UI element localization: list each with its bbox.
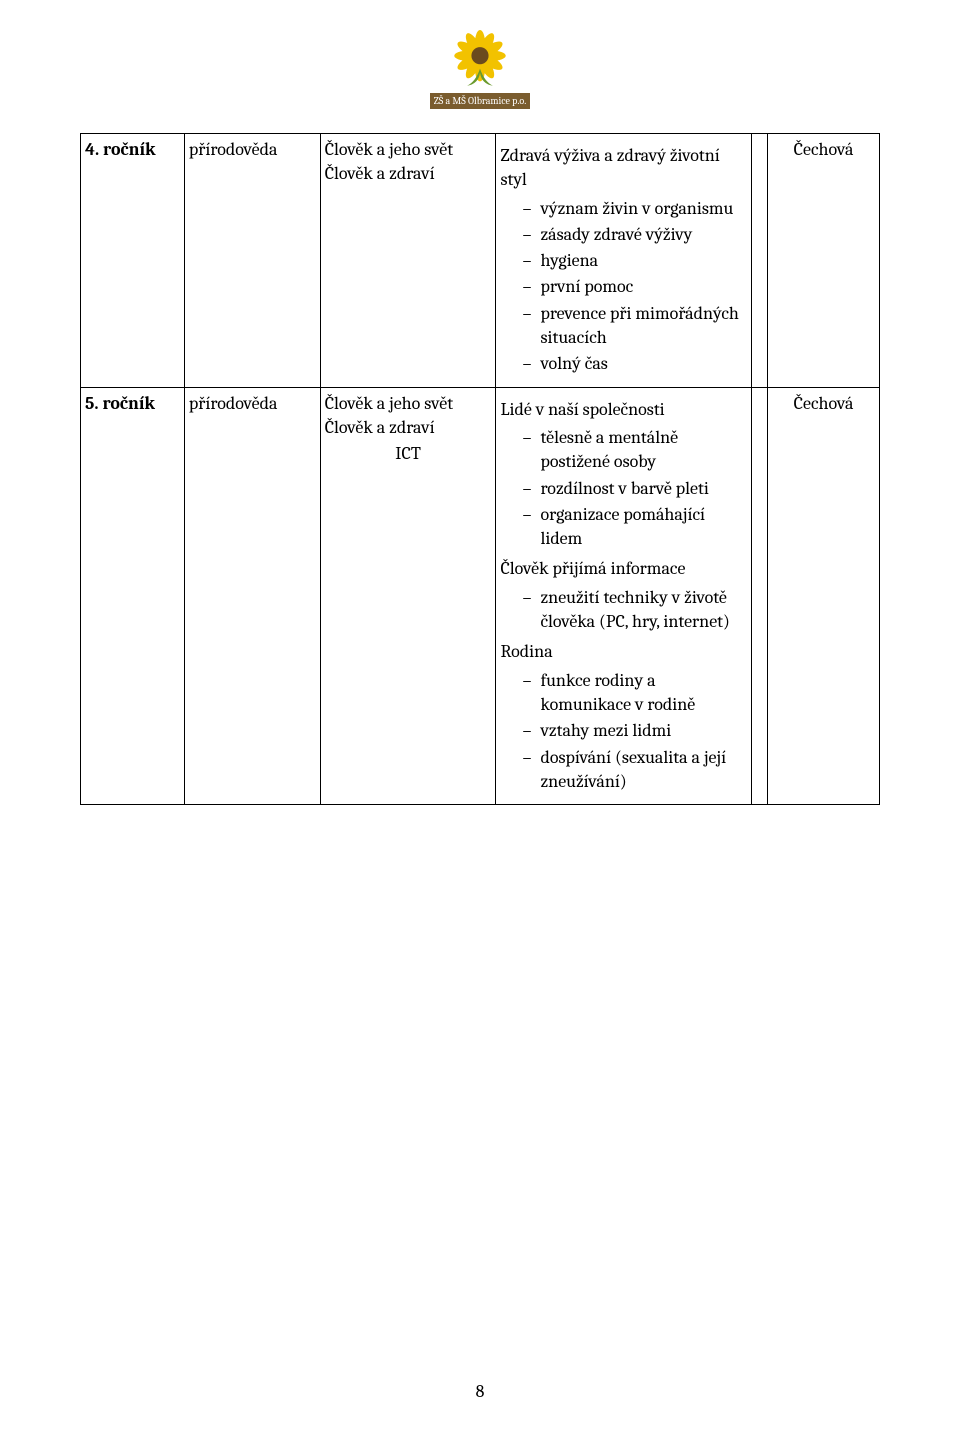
- area-line: Člověk a zdraví: [325, 416, 492, 440]
- cell-topic: Zdravá výživa a zdravý životní styl význ…: [496, 134, 752, 388]
- list-item: funkce rodiny a komunikace v rodině: [522, 669, 747, 718]
- list-item: vztahy mezi lidmi: [522, 719, 747, 743]
- cell-topic: Lidé v naší společnosti tělesně a mentál…: [496, 387, 752, 804]
- teacher-name: Čechová: [794, 393, 854, 414]
- cell-spare: [752, 387, 768, 804]
- school-logo: ZŠ a MŠ Olbramice p.o.: [420, 30, 540, 109]
- cell-area: Člověk a jeho svět Člověk a zdraví ICT: [320, 387, 496, 804]
- cell-subject: přírodověda: [184, 387, 320, 804]
- list-item: zneužití techniky v životě člověka (PC, …: [522, 586, 747, 635]
- grade-label: 4. ročník: [85, 139, 156, 160]
- list-item: volný čas: [522, 352, 747, 376]
- list-item: hygiena: [522, 249, 747, 273]
- topic-heading: Člověk přijímá informace: [500, 557, 747, 581]
- area-line: Člověk a jeho svět: [325, 138, 492, 162]
- subject-label: přírodověda: [189, 139, 278, 160]
- list-item: význam živin v organismu: [522, 197, 747, 221]
- cell-teacher: Čechová: [768, 134, 880, 388]
- topic-bullets: význam živin v organismu zásady zdravé v…: [500, 197, 747, 377]
- area-line: Člověk a jeho svět: [325, 392, 492, 416]
- list-item: tělesně a mentálně postižené osoby: [522, 426, 747, 475]
- topic-bullets: tělesně a mentálně postižené osoby rozdí…: [500, 426, 747, 551]
- topic-heading: Zdravá výživa a zdravý životní styl: [500, 144, 747, 193]
- grade-label: 5. ročník: [85, 393, 155, 414]
- list-item: rozdílnost v barvě pleti: [522, 477, 747, 501]
- topic-heading: Rodina: [500, 640, 747, 664]
- list-item: první pomoc: [522, 275, 747, 299]
- page: ZŠ a MŠ Olbramice p.o. 4. ročník přírodo…: [0, 0, 960, 1430]
- table-row: 5. ročník přírodověda Člověk a jeho svět…: [81, 387, 880, 804]
- cell-subject: přírodověda: [184, 134, 320, 388]
- logo-caption: ZŠ a MŠ Olbramice p.o.: [430, 93, 531, 109]
- subject-label: přírodověda: [189, 393, 278, 414]
- topic-heading: Lidé v naší společnosti: [500, 398, 747, 422]
- curriculum-table: 4. ročník přírodověda Člověk a jeho svět…: [80, 133, 880, 805]
- list-item: dospívání (sexualita a její zneužívání): [522, 746, 747, 795]
- cell-area: Člověk a jeho svět Člověk a zdraví: [320, 134, 496, 388]
- topic-bullets: funkce rodiny a komunikace v rodině vzta…: [500, 669, 747, 794]
- sunflower-icon: [435, 30, 525, 90]
- cell-grade: 4. ročník: [81, 134, 185, 388]
- topic-bullets: zneužití techniky v životě člověka (PC, …: [500, 586, 747, 635]
- table-row: 4. ročník přírodověda Člověk a jeho svět…: [81, 134, 880, 388]
- area-line: Člověk a zdraví: [325, 162, 492, 186]
- list-item: prevence při mimořádných situacích: [522, 302, 747, 351]
- teacher-name: Čechová: [794, 139, 854, 160]
- list-item: zásady zdravé výživy: [522, 223, 747, 247]
- page-number: 8: [0, 1381, 960, 1402]
- list-item: organizace pomáhající lidem: [522, 503, 747, 552]
- cell-spare: [752, 134, 768, 388]
- cell-grade: 5. ročník: [81, 387, 185, 804]
- cell-teacher: Čechová: [768, 387, 880, 804]
- area-line: ICT: [325, 442, 492, 466]
